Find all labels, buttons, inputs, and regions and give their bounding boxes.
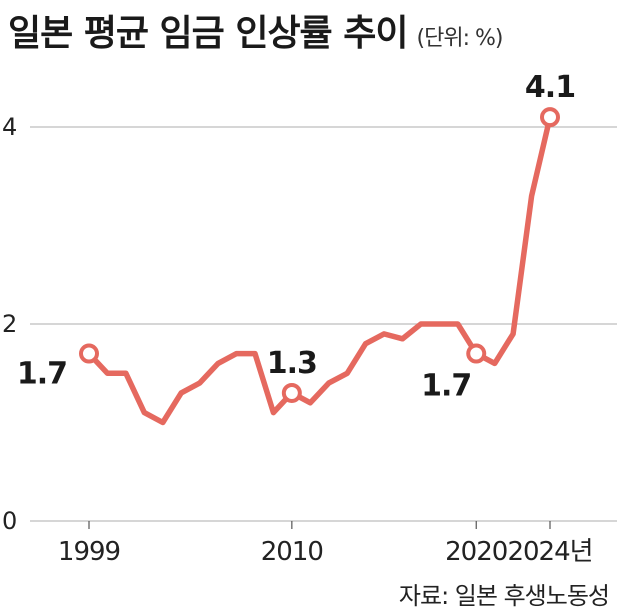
- data-labels: 1.7 1.3 1.7 4.1: [17, 70, 576, 404]
- marker-2010: [281, 382, 302, 403]
- data-label-2024: 4.1: [525, 70, 575, 105]
- series-wage-increase: [86, 114, 553, 426]
- y-tick-label-2: 2: [2, 310, 17, 338]
- title-row: 일본 평균 임금 인상률 추이 (단위: %): [8, 4, 504, 56]
- marker-2020: [466, 343, 487, 364]
- data-label-2010: 1.3: [267, 346, 317, 381]
- data-label-1999: 1.7: [17, 357, 67, 392]
- x-tick-label-1999: 1999: [58, 537, 120, 567]
- series-line: [86, 114, 553, 426]
- data-markers: [79, 107, 560, 403]
- data-label-2020: 1.7: [421, 369, 471, 404]
- grid-lines: [30, 126, 617, 522]
- chart-title: 일본 평균 임금 인상률 추이: [8, 13, 408, 54]
- x-tick-label-2024: 2024년: [507, 537, 592, 567]
- source-note: 자료: 일본 후생노동성: [398, 582, 610, 610]
- marker-2024: [540, 107, 560, 128]
- y-axis: 0 2 4: [2, 113, 17, 535]
- marker-1999: [79, 343, 99, 364]
- x-axis: 1999 2010 2020 2024년: [58, 521, 594, 567]
- y-tick-label-0: 0: [2, 507, 17, 535]
- unit-label: (단위: %): [416, 26, 504, 51]
- x-tick-label-2010: 2010: [261, 537, 323, 567]
- y-tick-label-4: 4: [2, 113, 17, 141]
- x-tick-label-2020: 2020: [445, 537, 507, 567]
